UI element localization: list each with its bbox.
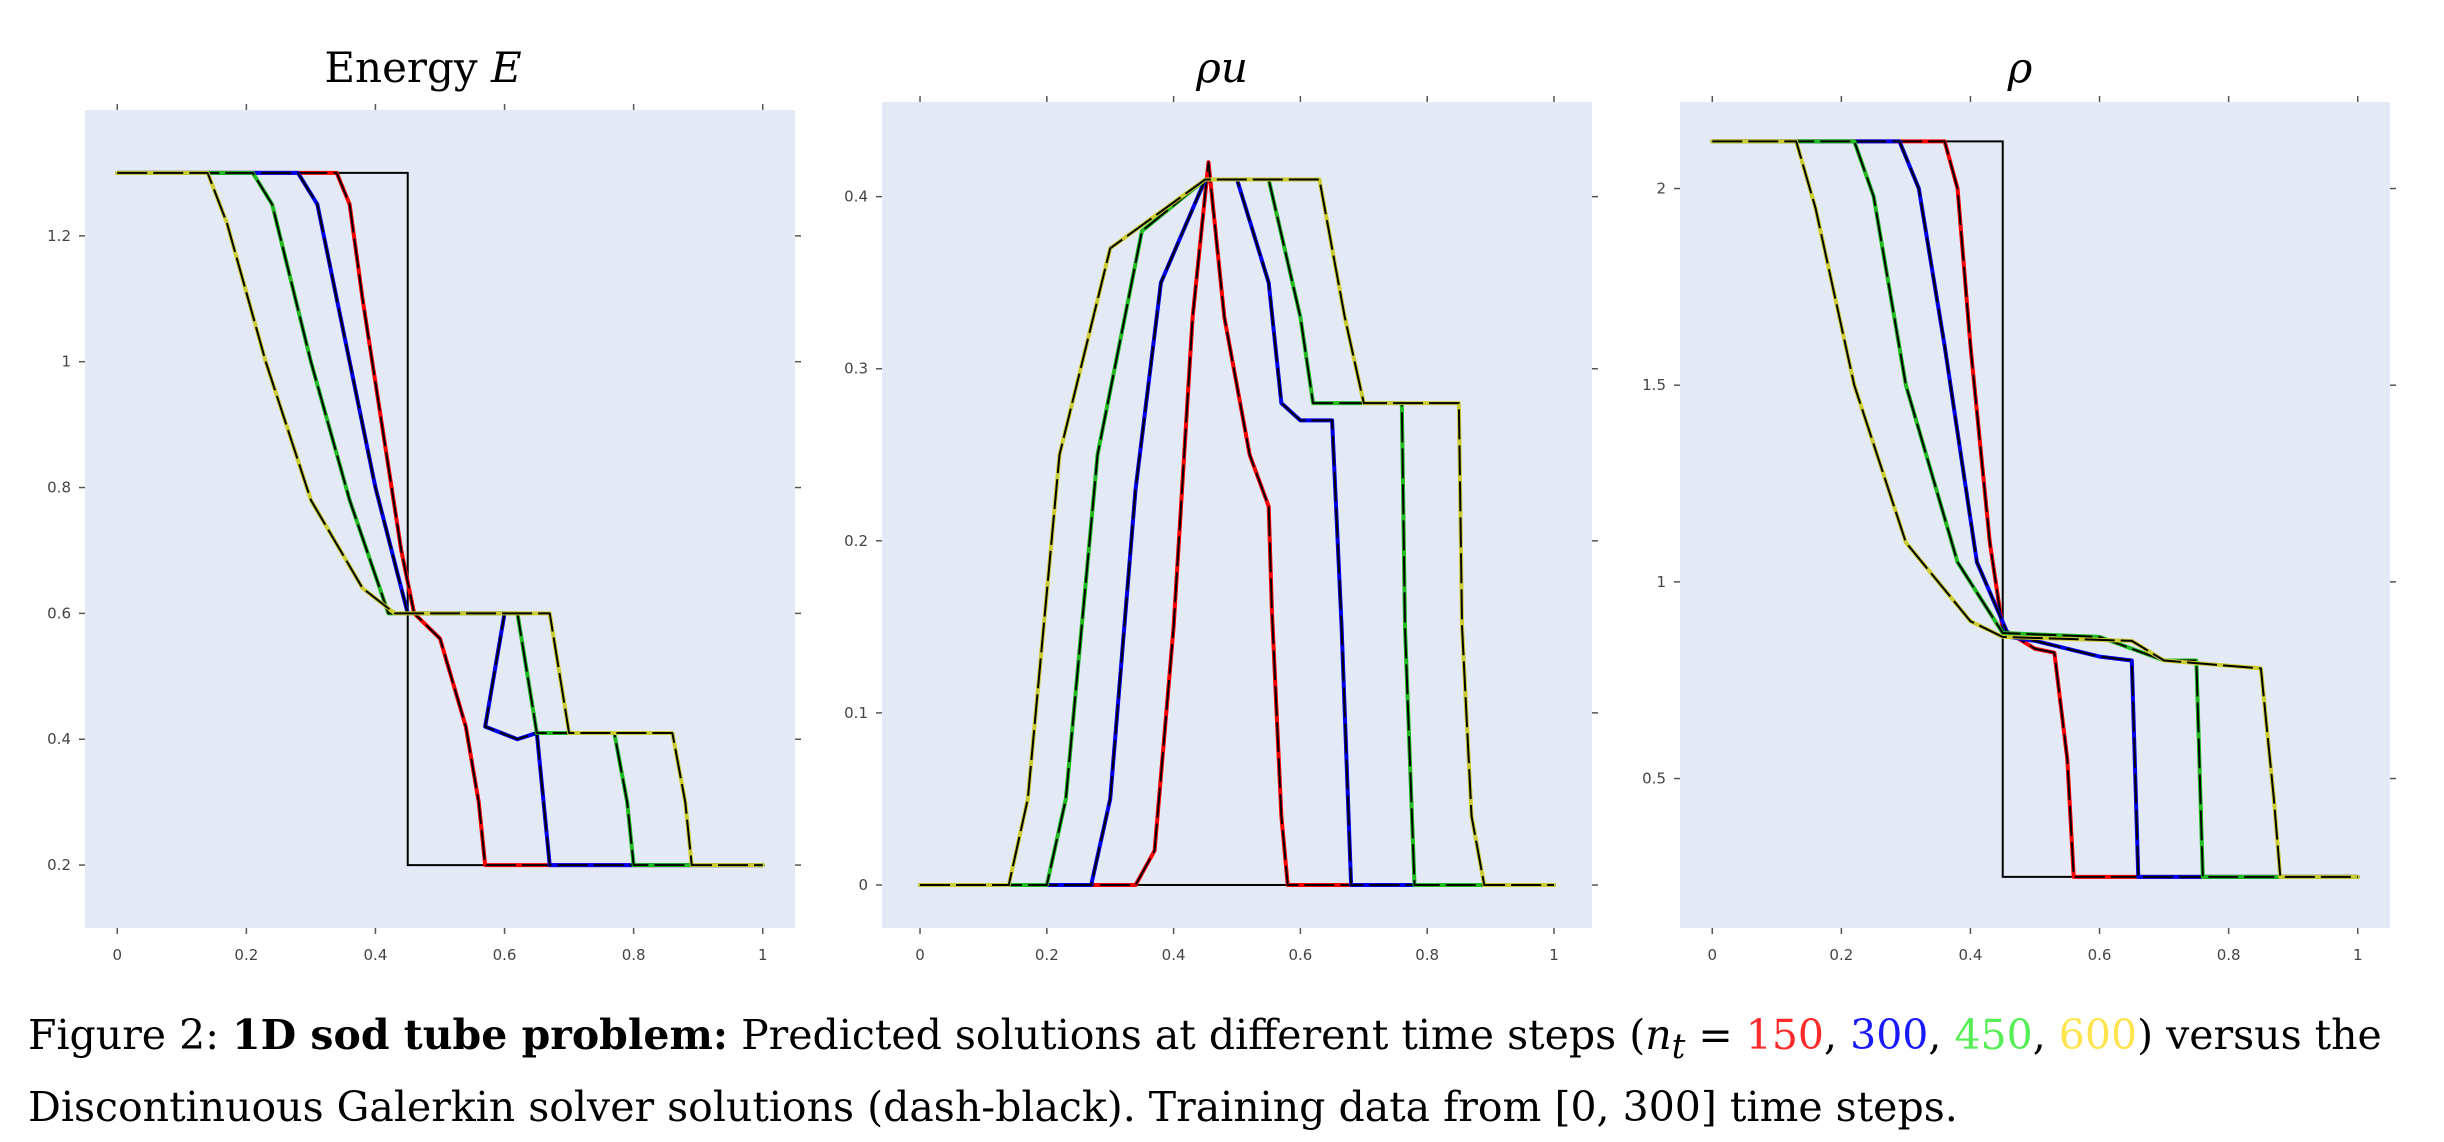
x-tick-label: 0.6 — [1288, 946, 1312, 960]
caption-equals: = — [1685, 1011, 1746, 1059]
y-tick-label: 0.8 — [47, 479, 71, 497]
y-tick-label: 0.6 — [47, 604, 71, 622]
figure-caption: Figure 2: 1D sod tube problem: Predicted… — [28, 1011, 2382, 1132]
y-tick-label: 0.3 — [844, 360, 868, 378]
y-tick-label: 1.5 — [1642, 376, 1666, 394]
x-tick-label: 0.2 — [1035, 946, 1059, 960]
caption-text-2: ) versus the Discontinuous Galerkin solv… — [28, 1011, 2382, 1132]
y-tick-label: 0 — [858, 876, 868, 894]
y-tick-label: 2 — [1656, 180, 1666, 198]
reference-line-nt-450 — [1712, 140, 2358, 878]
panel-title-energy: Energy E — [324, 43, 521, 92]
caption-bold-title: 1D sod tube problem: — [232, 1011, 729, 1059]
y-tick-label: 1 — [61, 353, 71, 371]
panel-title-momentum: ρu — [1195, 43, 1248, 92]
y-tick-label: 1.2 — [47, 227, 71, 245]
x-tick-label: 0.8 — [2217, 946, 2241, 960]
plot-area — [1680, 102, 2390, 928]
reference-line-nt-150 — [920, 161, 1554, 886]
panel-title-density: ρ — [2007, 43, 2033, 92]
density-panel: ρ 0 0.2 0.4 0.6 0.8 1 0.5 1 1.5 2 — [1642, 43, 2396, 960]
momentum-panel: ρu 0 0.2 0.4 0.6 0.8 1 0 0.1 0.2 0.3 0.4 — [844, 43, 1598, 960]
plot-area — [882, 102, 1592, 928]
plot-area — [85, 110, 795, 928]
x-tick-label: 0.4 — [1162, 946, 1186, 960]
x-tick-label: 0.4 — [364, 946, 388, 960]
x-tick-label: 0.2 — [1829, 946, 1853, 960]
y-tick-label: 0.2 — [844, 532, 868, 550]
x-tick-label: 0.4 — [1959, 946, 1983, 960]
x-tick-label: 0 — [1707, 946, 1717, 960]
x-tick-label: 0.6 — [493, 946, 517, 960]
y-tick-label: 0.1 — [844, 704, 868, 722]
reference-line-nt-300 — [920, 178, 1554, 886]
reference-line-nt-600 — [117, 171, 763, 867]
y-tick-label: 0.4 — [47, 730, 71, 748]
x-tick-label: 0 — [112, 946, 122, 960]
caption-nt-symbol: n — [1645, 1011, 1672, 1059]
caption-nt-sub: t — [1671, 1027, 1686, 1068]
energy-panel: Energy E 0 0.2 0.4 0.6 0.8 1 0.2 0.4 0.6 0.8 1 1.2 — [47, 43, 801, 960]
x-tick-label: 0.2 — [234, 946, 258, 960]
y-tick-label: 0.5 — [1642, 770, 1666, 788]
y-tick-label: 0.4 — [844, 188, 868, 206]
y-tick-label: 0.2 — [47, 856, 71, 874]
x-tick-label: 0.8 — [622, 946, 646, 960]
caption-step-300: 300 — [1850, 1011, 1929, 1059]
x-tick-label: 1 — [2353, 946, 2363, 960]
x-tick-label: 1 — [758, 946, 768, 960]
reference-line-nt-600 — [1712, 140, 2358, 878]
caption-step-150: 150 — [1745, 1011, 1825, 1059]
x-tick-label: 1 — [1549, 946, 1559, 960]
x-tick-label: 0.6 — [2088, 946, 2112, 960]
x-tick-label: 0.8 — [1415, 946, 1439, 960]
caption-figure-label: Figure 2: — [28, 1011, 220, 1059]
y-tick-label: 1 — [1656, 573, 1666, 591]
reference-line-nt-600 — [920, 178, 1554, 886]
figure-panels: Energy E 0 0.2 0.4 0.6 0.8 10.20.40.60.811.2 … — [47, 43, 2396, 960]
caption-step-450: 450 — [1954, 1011, 2033, 1059]
caption-text-1: Predicted solutions at different time st… — [741, 1011, 1646, 1059]
x-tick-label: 0 — [915, 946, 925, 960]
caption-step-600: 600 — [2058, 1011, 2138, 1059]
